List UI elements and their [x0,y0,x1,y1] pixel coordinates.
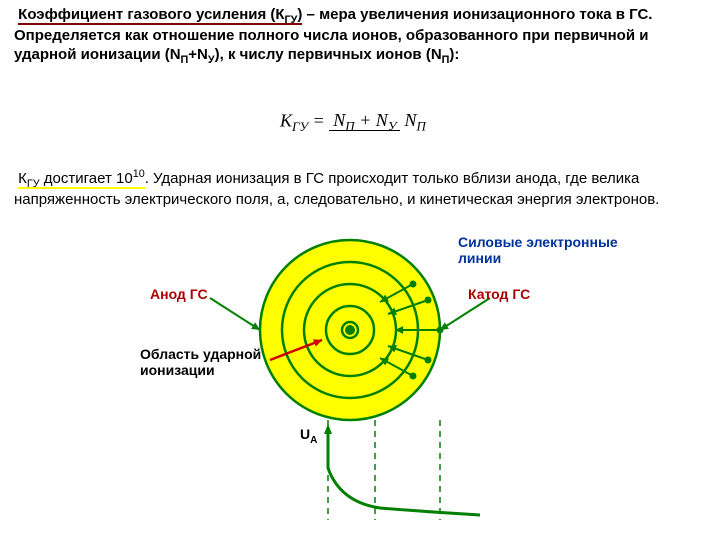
label-anode: Анод ГС [150,286,208,302]
label-field-lines: Силовые электронные линии [458,234,618,266]
explanation-paragraph: КГУ достигает 1010. Ударная ионизация в … [14,168,706,210]
diagram-svg [0,230,720,540]
diagram: Силовые электронные линии Анод ГС Катод … [0,230,720,540]
label-cathode: Катод ГС [468,286,530,302]
label-ua: UA [300,426,317,446]
formula: КГУ = NП + NУNП [280,110,430,135]
definition-paragraph: Коэффициент газового усиления (КГУ) – ме… [14,6,706,68]
label-impact-region: Область ударной ионизации [140,346,261,378]
